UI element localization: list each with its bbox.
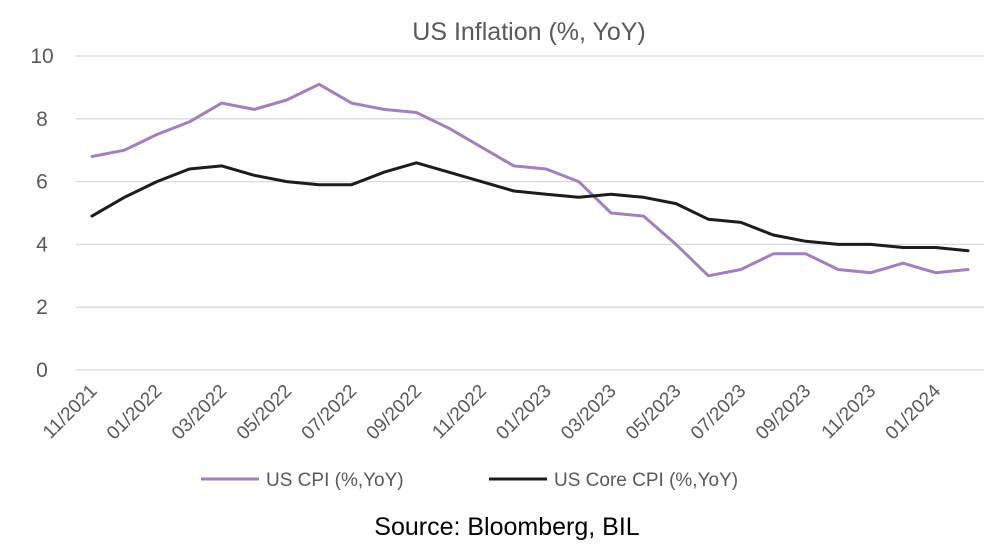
x-tick-label: 01/2022 xyxy=(103,381,166,444)
x-tick-label: 11/2021 xyxy=(39,381,101,443)
x-tick-label: 05/2022 xyxy=(233,381,296,444)
x-tick-label: 05/2023 xyxy=(622,381,685,444)
legend: US CPI (%,YoY) US Core CPI (%,YoY) xyxy=(201,470,738,491)
legend-label: US Core CPI (%,YoY) xyxy=(554,470,738,491)
x-tick-label: 09/2022 xyxy=(363,381,426,444)
x-axis: 11/2021 01/2022 03/2022 05/2022 07/2022 09/20… xyxy=(39,380,945,444)
y-tick-label: 2 xyxy=(36,296,48,319)
y-tick-label: 8 xyxy=(36,108,48,131)
x-tick-label: 01/2023 xyxy=(492,381,555,444)
x-tick-label: 03/2022 xyxy=(168,381,231,444)
legend-label: US CPI (%,YoY) xyxy=(266,470,404,491)
chart-title: US Inflation (%, YoY) xyxy=(412,18,645,46)
x-tick-label: 07/2022 xyxy=(298,381,361,444)
x-tick-label: 11/2023 xyxy=(818,381,880,443)
x-tick-label: 01/2024 xyxy=(882,380,946,444)
x-tick-label: 07/2023 xyxy=(687,381,750,444)
y-tick-label: 6 xyxy=(36,171,48,194)
y-tick-label: 4 xyxy=(36,233,48,256)
y-tick-label: 10 xyxy=(30,45,53,68)
x-tick-label: 11/2022 xyxy=(428,381,490,443)
y-axis: 0 2 4 6 8 10 xyxy=(30,45,53,382)
plot-area xyxy=(90,82,970,278)
x-tick-label: 09/2023 xyxy=(752,381,815,444)
source-note: Source: Bloomberg, BIL xyxy=(374,513,640,541)
series-line-us-core-cpi xyxy=(90,161,970,253)
y-tick-label: 0 xyxy=(36,359,48,382)
series-line-us-cpi xyxy=(90,82,970,278)
gridlines xyxy=(76,55,984,371)
x-tick-label: 03/2023 xyxy=(557,381,620,444)
